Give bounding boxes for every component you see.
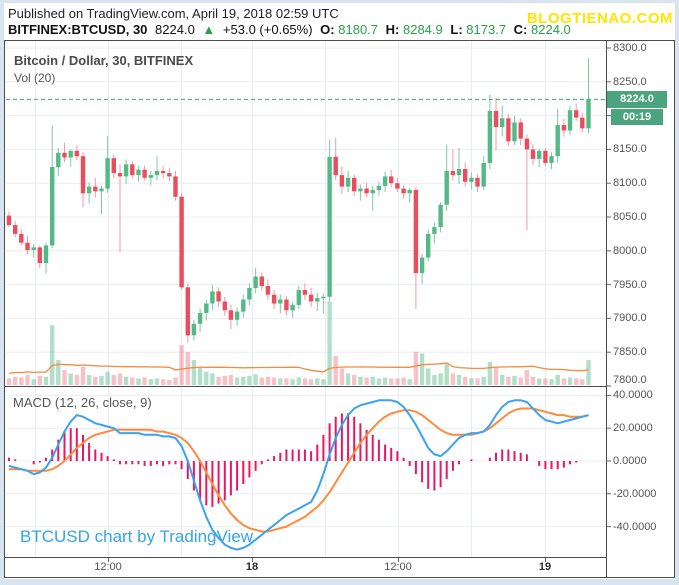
price-axis-label: 8000.0: [613, 244, 647, 257]
macd-axis-label: 20.0000: [613, 422, 653, 435]
price-axis-label: 7850.0: [613, 346, 647, 359]
ticker-change: +53.0 (+0.65%): [222, 22, 313, 37]
high-value: 8284.9: [402, 22, 443, 37]
time-axis-label: 18: [245, 561, 259, 573]
published-note: Published on TradingView.com, April 19, …: [8, 6, 339, 21]
time-axis-label: 12:00: [384, 561, 412, 573]
price-axis-label: 8250.0: [613, 75, 647, 88]
up-arrow-icon: ▲: [202, 22, 216, 37]
macd-indicator-label[interactable]: MACD (12, 26, close, 9): [13, 395, 152, 410]
ticker-symbol: BITFINEX:BTCUSD, 30: [8, 22, 148, 37]
low-label: L:: [450, 22, 463, 37]
open-label: O:: [320, 22, 335, 37]
ticker-last-price: 8224.0: [155, 22, 195, 37]
price-axis-label: 7800.0: [613, 374, 647, 386]
chart-title: Bitcoin / Dollar, 30, BITFINEX: [14, 53, 194, 68]
open-value: 8180.7: [338, 22, 379, 37]
macd-axis-label: 0.0000: [613, 455, 647, 467]
tradingview-attribution-link[interactable]: BTCUSD chart by TradingView: [20, 527, 254, 546]
close-value: 8224.0: [531, 22, 571, 37]
price-axis-label: 8050.0: [613, 211, 647, 223]
time-axis-label: 12:00: [94, 561, 122, 573]
watermark: BLOGTIENAO.COM: [526, 10, 673, 27]
volume-indicator-label[interactable]: Vol (20): [14, 71, 56, 85]
price-axis-label: 8300.0: [613, 42, 647, 54]
macd-axis-label: -40.0000: [613, 520, 657, 533]
chart-paper: [4, 3, 675, 579]
macd-axis-label: 40.0000: [613, 389, 653, 402]
price-axis-label: 8100.0: [613, 177, 647, 190]
ticker-row: BITFINEX:BTCUSD, 30 8224.0 ▲ +53.0 (+0.6…: [8, 22, 575, 37]
bar-countdown-badge: 00:19: [611, 108, 663, 125]
macd-axis-label: -20.0000: [613, 487, 657, 500]
price-axis-label: 7900.0: [613, 312, 647, 325]
high-label: H:: [385, 22, 400, 37]
time-axis-label: 19: [538, 561, 552, 573]
price-axis-label: 8150.0: [613, 143, 647, 156]
low-value: 8173.7: [466, 22, 507, 37]
price-axis-label: 7950.0: [613, 278, 647, 291]
last-price-badge: 8224.0: [607, 90, 667, 108]
close-label: C:: [513, 22, 528, 37]
